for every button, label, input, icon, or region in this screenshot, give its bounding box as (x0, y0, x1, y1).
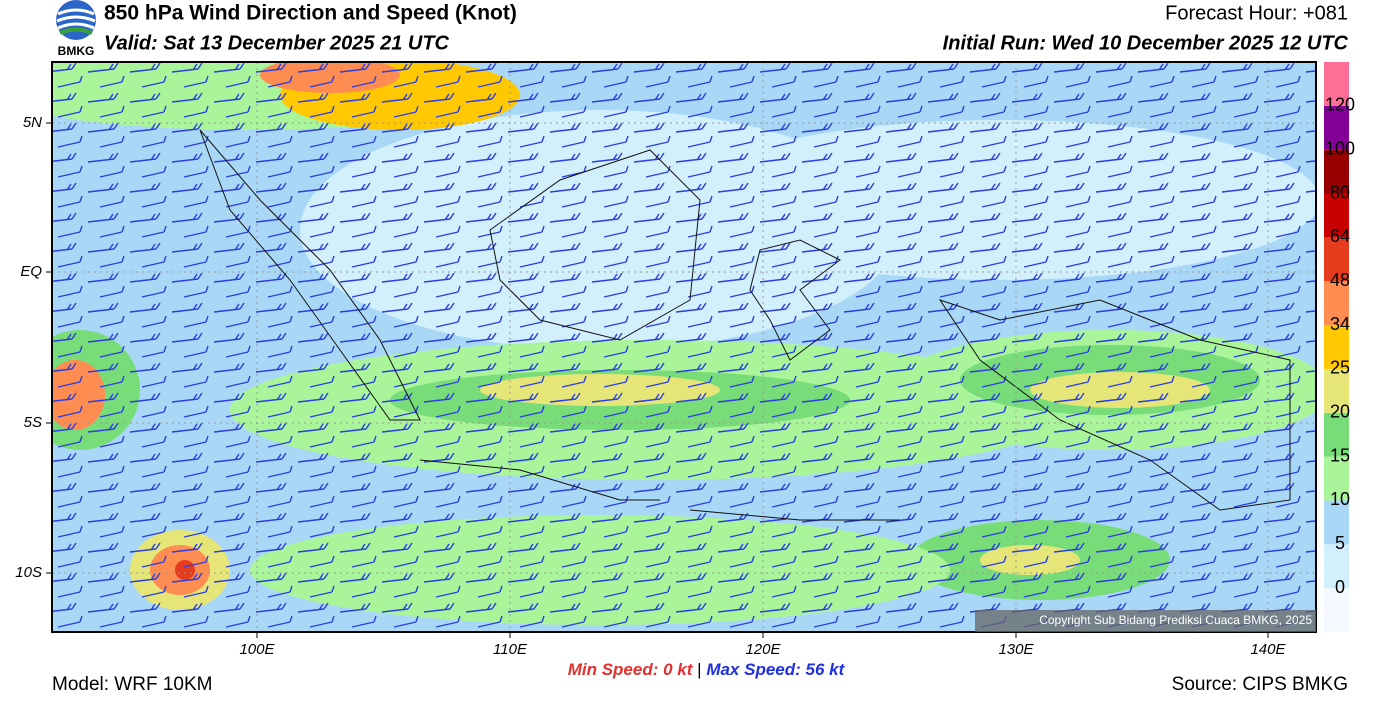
lat-label: 5N (23, 114, 42, 131)
colorbar-box (1324, 105, 1349, 150)
colorbar-box (1324, 456, 1349, 501)
colorbar-box (1324, 62, 1349, 106)
colorbar-box (1324, 588, 1349, 632)
lat-label: 10S (15, 564, 42, 581)
colorbar-box (1324, 325, 1349, 369)
max-label: Max Speed: (706, 660, 800, 679)
graticule: 5N EQ 5S 10S 100E 110E 120E 130E 140E (15, 62, 1316, 658)
valid-time: Valid: Sat 13 December 2025 21 UTC (104, 32, 450, 54)
colorbar-label: 100 (1325, 138, 1355, 158)
colorbar-label: 15 (1330, 445, 1350, 465)
lat-label: 5S (24, 414, 42, 431)
colorbar-box (1324, 237, 1349, 282)
lon-label: 130E (998, 641, 1034, 658)
map-frame (51, 61, 1317, 633)
lon-label: 100E (239, 641, 275, 658)
colorbar-box (1324, 193, 1349, 238)
speed-summary: Min Speed: 0 kt | Max Speed: 56 kt (568, 660, 846, 679)
colorbar-label: 10 (1330, 489, 1350, 509)
colorbar-label: 120 (1325, 95, 1355, 115)
source: Source: CIPS BMKG (1172, 674, 1348, 695)
colorbar-label: 5 (1335, 533, 1345, 553)
max-value: 56 kt (806, 660, 846, 679)
colorbar-label: 0 (1335, 577, 1345, 597)
colorbar-box (1324, 500, 1349, 545)
colorbar-label: 48 (1330, 270, 1350, 290)
colorbar-box (1324, 544, 1349, 589)
lat-label: EQ (20, 263, 42, 280)
colorbar-box (1324, 149, 1349, 194)
colorbar-box (1324, 281, 1349, 326)
colorbar-label: 80 (1330, 182, 1350, 202)
colorbar-label: 64 (1330, 226, 1350, 246)
lon-label: 120E (745, 641, 781, 658)
initial-run: Initial Run: Wed 10 December 2025 12 UTC (943, 32, 1349, 54)
separator: | (697, 660, 701, 679)
colorbar-label: 20 (1330, 402, 1350, 422)
logo-text: BMKG (58, 44, 95, 58)
lon-label: 110E (493, 641, 528, 658)
min-value: 0 kt (663, 660, 694, 679)
colorbar-label: 34 (1330, 314, 1350, 334)
forecast-hour: Forecast Hour: +081 (1165, 2, 1348, 24)
colorbar: 0 5 10 15 20 25 34 48 64 80 100 120 (1324, 62, 1355, 632)
colorbar-label: 25 (1330, 358, 1350, 378)
colorbar-box (1324, 368, 1349, 413)
copyright-box (975, 610, 1316, 632)
copyright: Copyright Sub Bidang Prediksi Cuaca BMKG… (1039, 613, 1312, 627)
min-label: Min Speed: (568, 660, 659, 679)
lon-label: 140E (1250, 641, 1286, 658)
model: Model: WRF 10KM (52, 674, 212, 695)
title: 850 hPa Wind Direction and Speed (Knot) (104, 2, 517, 25)
logo: BMKG (56, 0, 96, 58)
colorbar-box (1324, 412, 1349, 457)
wind-field (52, 62, 1316, 632)
